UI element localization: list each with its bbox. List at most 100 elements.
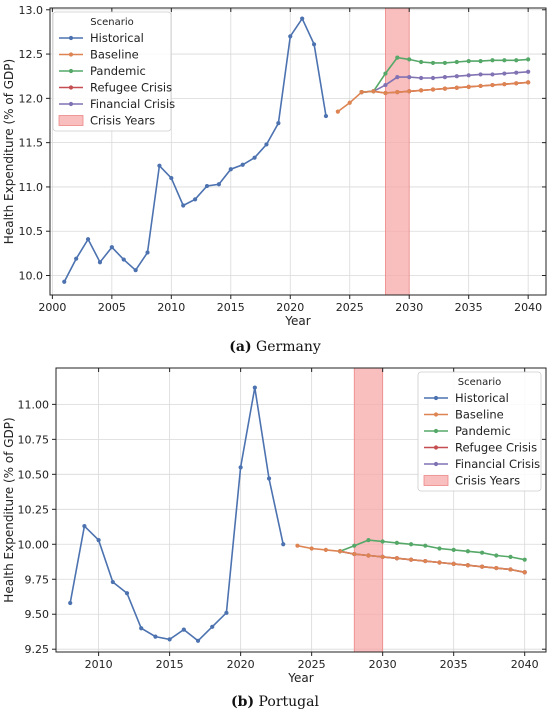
financial-crisis-point (502, 71, 507, 76)
baseline-point (347, 100, 352, 105)
historical-point (169, 175, 174, 181)
pandemic-point (366, 537, 371, 543)
historical-point (216, 182, 222, 187)
crisis-years-band (385, 7, 410, 296)
pandemic-point (522, 557, 527, 562)
legend-marker-historical (68, 35, 74, 41)
financial-crisis-point (442, 74, 447, 80)
y-tick-label: 9.75 (25, 573, 50, 586)
historical-point (133, 268, 138, 273)
baseline-point (295, 543, 300, 548)
caption-letter: (b) (231, 694, 255, 710)
baseline-point (502, 82, 507, 87)
baseline-point (371, 89, 376, 94)
historical-point (228, 167, 233, 172)
pandemic-point (478, 59, 483, 64)
y-tick-label: 10.5 (19, 225, 44, 238)
legend-label-pandemic: Pandemic (90, 64, 146, 78)
baseline-point (309, 546, 314, 551)
baseline-point (522, 570, 527, 575)
germany-chart-panel: 2000 2005 2010 2015 2020 2025 2030 2035 2040 10.0… (2, 4, 547, 355)
y-tick-label: 13.0 (19, 4, 44, 17)
baseline-point (395, 90, 400, 95)
baseline-point (352, 551, 357, 557)
pandemic-point (514, 58, 519, 63)
portugal-chart-panel: 2010 2015 2020 2025 2030 2035 2040 9.25 9.50 9.75… (0, 360, 550, 718)
legend: Scenario Historical Baseline Pandemic Refuge… (417, 371, 542, 492)
pandemic-point (451, 547, 456, 552)
historical-point (82, 523, 87, 529)
legend-swatch-crisis-years (58, 115, 84, 126)
historical-point (124, 591, 130, 596)
historical-point (300, 16, 305, 21)
legend-marker-baseline (68, 52, 74, 57)
financial-crisis-point (454, 74, 459, 79)
pandemic-point (423, 543, 428, 548)
legend-label-baseline: Baseline (90, 48, 139, 62)
historical-point (181, 627, 186, 632)
legend: Scenario Historical Baseline Pandemic Refuge… (52, 11, 175, 132)
legend-marker-pandemic (68, 68, 74, 74)
germany-chart: 2000 2005 2010 2015 2020 2025 2030 2035 2040 10.0… (2, 4, 547, 328)
baseline-point (394, 556, 399, 561)
pandemic-point (383, 71, 388, 76)
baseline-line (337, 81, 529, 113)
historical-point (252, 385, 257, 390)
baseline-point (442, 86, 447, 91)
x-tick-label: 2040 (514, 301, 542, 314)
x-tick-label: 2035 (455, 301, 483, 314)
y-tick-label: 10.50 (18, 468, 50, 481)
pandemic-point (395, 55, 400, 60)
baseline-point (478, 83, 483, 89)
x-axis-title: Year (287, 671, 313, 685)
historical-point (110, 579, 115, 585)
x-tick-label: 2010 (85, 658, 113, 671)
historical-point (281, 542, 286, 547)
historical-point (62, 279, 67, 284)
baseline-point (526, 80, 531, 85)
x-tick-label: 2035 (440, 658, 468, 671)
y-tick-label: 12.5 (19, 48, 44, 61)
legend-marker-financial-crisis (68, 101, 74, 107)
financial-crisis-point (383, 82, 388, 88)
legend-title: Scenario (90, 17, 133, 28)
y-tick-label: 9.50 (25, 608, 50, 621)
y-tick-label: 10.00 (18, 538, 50, 551)
baseline-point (335, 109, 340, 114)
financial-crisis-point (514, 70, 519, 75)
y-tick-label: 12.0 (19, 92, 44, 105)
legend-label-crisis-years: Crisis Years (455, 474, 520, 488)
baseline-point (437, 560, 442, 565)
legend-label-baseline: Baseline (455, 408, 504, 422)
pandemic-point (465, 549, 470, 554)
historical-point (195, 638, 201, 643)
historical-point (121, 257, 126, 262)
historical-point (181, 203, 186, 208)
historical-point (68, 600, 73, 606)
y-axis-title: Health Expenditure (% of GDP) (2, 417, 16, 602)
pandemic-point (526, 57, 531, 62)
legend-label-financial-crisis: Financial Crisis (90, 97, 175, 111)
historical-point (167, 637, 172, 642)
historical-line (69, 387, 284, 642)
portugal-chart: 2010 2015 2020 2025 2030 2035 2040 9.25 9.50 9.75… (2, 367, 547, 685)
x-tick-label: 2005 (98, 301, 126, 314)
pandemic-point (407, 57, 412, 62)
legend-marker-refugee-crisis (433, 445, 439, 450)
financial-crisis-point (490, 72, 495, 77)
historical-point (97, 260, 103, 265)
historical-point (238, 465, 243, 470)
historical-point (240, 162, 245, 167)
legend-label-refugee-crisis: Refugee Crisis (90, 81, 172, 95)
baseline-point (337, 549, 343, 554)
financial-crisis-point (419, 75, 424, 81)
legend-label-crisis-years: Crisis Years (90, 114, 155, 128)
historical-point (264, 142, 269, 147)
historical-point (157, 163, 162, 168)
caption-letter: (a) (229, 339, 252, 355)
baseline-point (423, 558, 428, 564)
crisis-years-band (353, 367, 384, 653)
x-tick-label: 2030 (395, 301, 423, 314)
x-tick-label: 2015 (156, 658, 184, 671)
y-tick-label: 10.0 (19, 270, 44, 283)
